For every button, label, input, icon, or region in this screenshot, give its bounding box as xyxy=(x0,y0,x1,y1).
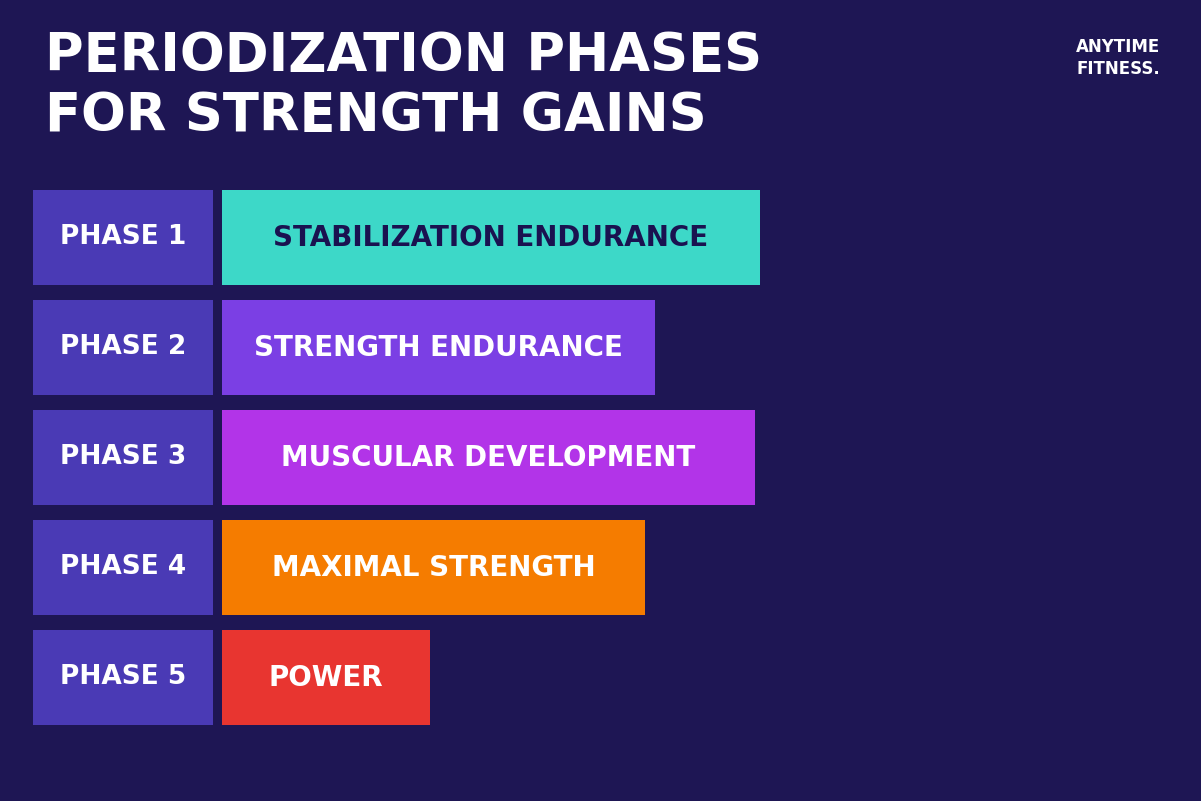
FancyBboxPatch shape xyxy=(32,300,213,395)
Text: POWER: POWER xyxy=(269,663,383,691)
Text: STABILIZATION ENDURANCE: STABILIZATION ENDURANCE xyxy=(274,223,709,252)
FancyBboxPatch shape xyxy=(222,300,655,395)
FancyBboxPatch shape xyxy=(32,190,213,285)
Text: PHASE 4: PHASE 4 xyxy=(60,554,186,581)
Text: MAXIMAL STRENGTH: MAXIMAL STRENGTH xyxy=(271,553,596,582)
Text: STRENGTH ENDURANCE: STRENGTH ENDURANCE xyxy=(255,333,623,361)
FancyBboxPatch shape xyxy=(32,630,213,725)
Text: PHASE 3: PHASE 3 xyxy=(60,445,186,470)
Text: ANYTIME
FITNESS.: ANYTIME FITNESS. xyxy=(1076,38,1160,78)
FancyBboxPatch shape xyxy=(222,520,645,615)
FancyBboxPatch shape xyxy=(222,190,760,285)
Text: PERIODIZATION PHASES
FOR STRENGTH GAINS: PERIODIZATION PHASES FOR STRENGTH GAINS xyxy=(44,30,763,143)
FancyBboxPatch shape xyxy=(32,410,213,505)
FancyBboxPatch shape xyxy=(32,520,213,615)
Text: MUSCULAR DEVELOPMENT: MUSCULAR DEVELOPMENT xyxy=(281,444,695,472)
Text: PHASE 5: PHASE 5 xyxy=(60,665,186,690)
FancyBboxPatch shape xyxy=(222,410,755,505)
Text: PHASE 1: PHASE 1 xyxy=(60,224,186,251)
Text: PHASE 2: PHASE 2 xyxy=(60,335,186,360)
FancyBboxPatch shape xyxy=(222,630,430,725)
